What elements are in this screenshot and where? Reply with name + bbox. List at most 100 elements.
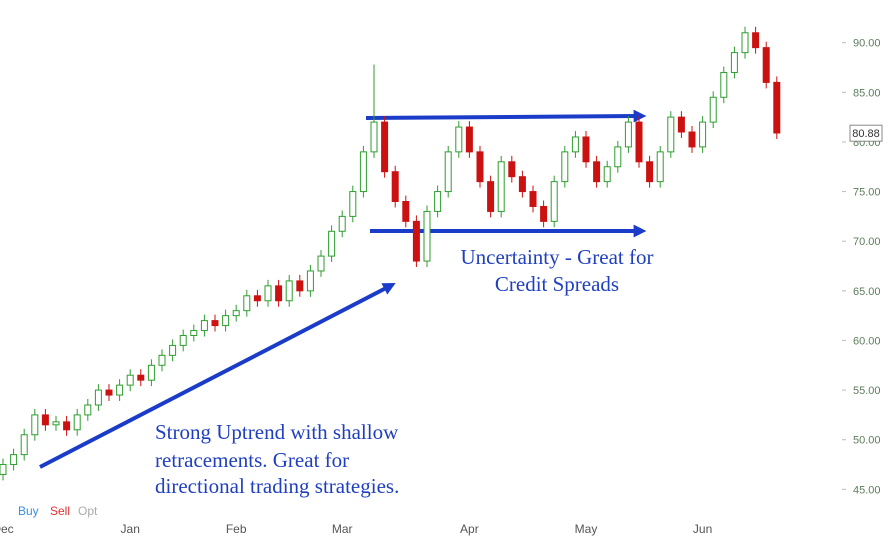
candle-body <box>624 121 632 148</box>
candle-body <box>497 161 505 212</box>
candle-body <box>529 191 537 207</box>
candle-body <box>762 47 770 83</box>
x-tick-label: Feb <box>226 522 247 536</box>
candle-body <box>264 285 272 302</box>
candle-body <box>84 404 92 416</box>
candle-body <box>126 374 134 386</box>
candle-body <box>455 126 463 153</box>
candle-body <box>487 181 495 212</box>
candle-body <box>285 280 293 302</box>
candle-body <box>550 181 558 222</box>
trend-arrow <box>39 283 396 469</box>
candle-body <box>105 389 113 396</box>
candle-body <box>190 330 198 336</box>
candle-body <box>677 116 685 133</box>
x-tick-label: Jan <box>121 522 140 536</box>
last-price-box <box>849 124 883 142</box>
candle-body <box>147 364 155 381</box>
candle-body <box>381 121 389 173</box>
candle-body <box>296 280 304 292</box>
candle-body <box>0 464 7 475</box>
y-tick-label: 45.00 <box>853 484 881 496</box>
y-tick-label: 65.00 <box>853 286 881 298</box>
candle-body <box>349 191 357 217</box>
candle-body <box>306 270 314 292</box>
candle-body <box>699 121 707 148</box>
y-tick-label: 70.00 <box>853 236 881 248</box>
candle-body <box>434 191 442 212</box>
y-tick-label: 90.00 <box>853 38 881 50</box>
candle-body <box>52 421 60 426</box>
candle-body <box>328 230 336 257</box>
candle-body <box>222 315 230 327</box>
candle-body <box>412 220 420 262</box>
annotation: Credit Spreads <box>495 272 619 296</box>
candle-body <box>773 81 781 134</box>
candle-body <box>20 434 28 456</box>
candle-body <box>614 146 622 168</box>
candle-body <box>158 354 166 366</box>
candle-body <box>561 151 569 183</box>
candle-body <box>200 320 208 332</box>
buy-button[interactable]: Buy <box>18 504 39 518</box>
sell-button[interactable]: Sell <box>50 504 70 518</box>
candle-body <box>540 205 548 222</box>
candle-body <box>593 161 601 183</box>
candle-body <box>41 414 49 426</box>
annotation: Strong Uptrend with shallow <box>155 420 399 444</box>
candle-body <box>63 421 71 431</box>
candle-body <box>635 121 643 163</box>
x-tick-label: May <box>575 522 598 536</box>
candle-body <box>423 210 431 262</box>
candle-body <box>391 171 399 202</box>
candle-body <box>476 151 484 183</box>
candle-body <box>94 389 102 406</box>
candle-body <box>709 96 717 123</box>
candle-body <box>370 121 378 153</box>
candle-body <box>741 32 749 54</box>
candle-body <box>508 161 516 178</box>
last-price-label: 80.88 <box>852 128 880 140</box>
candle-body <box>720 71 728 98</box>
y-tick-label: 55.00 <box>853 385 881 397</box>
candle-body <box>10 454 18 466</box>
candle-body <box>179 334 187 346</box>
annotation: retracements. Great for <box>155 448 349 472</box>
candle-body <box>137 374 145 381</box>
x-tick-label: Apr <box>460 522 479 536</box>
candle-body <box>444 151 452 193</box>
y-tick-label: 50.00 <box>853 435 881 447</box>
candle-body <box>317 255 325 272</box>
candle-body <box>571 136 579 153</box>
candle-body <box>243 295 251 312</box>
x-tick-label: Jun <box>693 522 712 536</box>
candle-body <box>582 136 590 163</box>
y-tick-label: 75.00 <box>853 187 881 199</box>
candle-body <box>31 414 39 436</box>
candle-body <box>603 166 611 183</box>
candle-body <box>275 285 283 302</box>
y-tick-label: 85.00 <box>853 87 881 99</box>
annotation: Uncertainty - Great for <box>461 245 654 269</box>
candle-body <box>646 161 654 183</box>
candle-body <box>116 384 124 396</box>
candle-body <box>338 215 346 232</box>
annotation: directional trading strategies. <box>155 474 399 498</box>
candle-body <box>232 310 240 317</box>
candle-body <box>656 151 664 183</box>
x-tick-label: Mar <box>332 522 353 536</box>
y-tick-label: 60.00 <box>853 335 881 347</box>
candle-body <box>359 151 367 193</box>
candle-body <box>253 295 261 302</box>
candle-body <box>730 52 738 73</box>
opt-button[interactable]: Opt <box>78 504 98 518</box>
resistance-arrow <box>365 109 647 123</box>
candle-body <box>667 116 675 153</box>
candle-body <box>518 176 526 193</box>
x-tick-label: Dec <box>0 522 14 536</box>
candle-body <box>465 126 473 153</box>
candle-body <box>73 414 81 431</box>
candle-body <box>211 320 219 327</box>
candle-body <box>688 131 696 148</box>
